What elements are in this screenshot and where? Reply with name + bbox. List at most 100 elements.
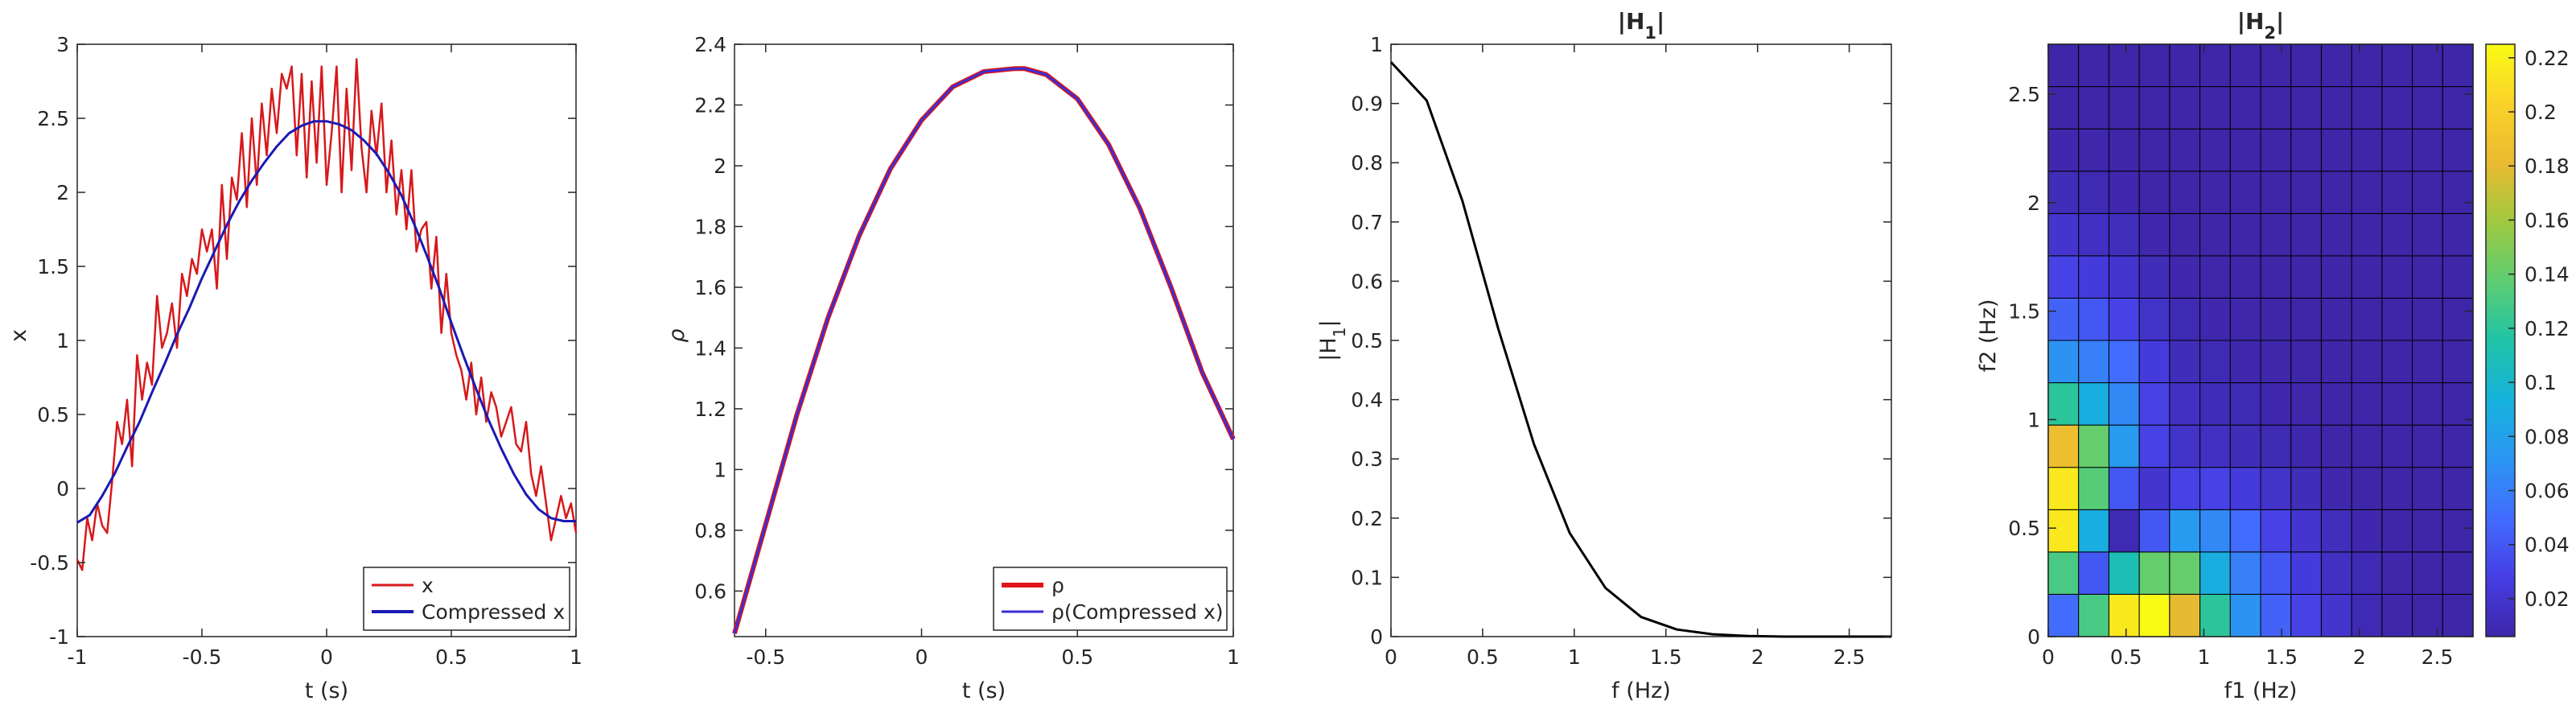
heatmap-cell [2138, 340, 2171, 384]
heatmap-cell [2108, 340, 2140, 384]
heatmap-cell [2290, 171, 2322, 214]
heatmap-cell [2260, 212, 2292, 257]
x-tick-label: 1.5 [1650, 645, 1682, 669]
heatmap-cell [2108, 212, 2140, 257]
heatmap-cell [2138, 593, 2171, 637]
x-tick-label: 2.5 [2422, 645, 2454, 669]
heatmap-cell [2351, 551, 2383, 595]
heatmap-cell [2412, 424, 2443, 468]
heatmap-cell [2108, 43, 2140, 88]
x-tick-label: 1.5 [2265, 645, 2298, 669]
heatmap-cell [2381, 340, 2413, 384]
heatmap-cell [2169, 593, 2201, 637]
heatmap-cell [2138, 297, 2171, 341]
heatmap-cell [2199, 297, 2231, 341]
heatmap-cell [2351, 424, 2383, 468]
heatmap-cell [2381, 467, 2413, 510]
heatmap-cell [2351, 297, 2383, 341]
heatmap-cell [2229, 593, 2261, 637]
heatmap-cell [2381, 212, 2413, 257]
y-tick-label: 0.6 [694, 579, 726, 603]
heatmap-cell [2320, 340, 2352, 384]
heatmap-cell [2442, 128, 2474, 172]
y-tick-label: 0.7 [1351, 211, 1383, 234]
plot-area-3 [1390, 43, 1892, 637]
heatmap-cell [2169, 43, 2201, 88]
heatmap-cell [2442, 43, 2474, 88]
y-tick-label: 0.9 [1351, 93, 1383, 116]
heatmap-cell [2320, 212, 2352, 257]
heatmap-cell [2078, 551, 2109, 595]
y-tick-label: 0.5 [37, 403, 69, 427]
heatmap-cell [2108, 467, 2140, 510]
x-tick-label: 0.5 [1061, 645, 1093, 669]
x-tick-label: 0.5 [435, 645, 467, 669]
heatmap-cell [2351, 593, 2383, 637]
x-tick-label: 1 [1568, 645, 1581, 669]
heatmap-cell [2199, 255, 2231, 299]
series-line-rho-compressed [733, 67, 1235, 634]
heatmap-cell [2047, 340, 2080, 384]
heatmap-cell [2351, 509, 2383, 553]
y-tick-label: 0 [2027, 625, 2040, 649]
legend-box [993, 567, 1228, 631]
heatmap-cell [2351, 86, 2383, 130]
heatmap-cell [2320, 509, 2352, 553]
heatmap-cell [2078, 593, 2109, 637]
heatmap-cell [2078, 171, 2109, 214]
heatmap-cell [2260, 382, 2292, 426]
colorbar-tick-label: 0.14 [2525, 263, 2570, 287]
heatmap-cell [2169, 171, 2201, 214]
x-axis-label: f (Hz) [1611, 678, 1671, 703]
heatmap-cell [2381, 509, 2413, 553]
legend-entry: Compressed x [422, 600, 565, 624]
y-tick-label: 1.5 [37, 255, 69, 278]
heatmap-cell [2260, 424, 2292, 468]
heatmap-cell [2260, 86, 2292, 130]
heatmap-cell [2290, 297, 2322, 341]
heatmap-cell [2320, 43, 2352, 88]
heatmap-cell [2290, 467, 2322, 510]
heatmap-cell [2381, 424, 2413, 468]
heatmap-cell [2351, 43, 2383, 88]
heatmap-cell [2412, 593, 2443, 637]
heatmap-cell [2199, 128, 2231, 172]
heatmap-cell [2290, 509, 2322, 553]
heatmap-cell [2351, 212, 2383, 257]
plot-area-1 [76, 43, 577, 637]
heatmap-cell [2199, 43, 2231, 88]
heatmap-cell [2138, 128, 2171, 172]
y-tick-label: 2 [714, 155, 726, 178]
heatmap-cell [2138, 255, 2171, 299]
x-tick-label: 0.5 [1467, 645, 1499, 669]
heatmap-cell [2078, 467, 2109, 510]
heatmap-cell [2138, 509, 2171, 553]
legend-box [363, 567, 570, 631]
heatmap-cell [2260, 297, 2292, 341]
colorbar-tick-label: 0.12 [2525, 317, 2570, 340]
heatmap-cell [2320, 593, 2352, 637]
y-axis-label: |H1| [1316, 320, 1349, 361]
heatmap-cell [2169, 297, 2201, 341]
heatmap-cell [2442, 382, 2474, 426]
heatmap-cell [2108, 86, 2140, 130]
heatmap-cell [2169, 551, 2201, 595]
x-tick-label: 0 [2042, 645, 2055, 669]
heatmap-cell [2078, 43, 2109, 88]
heatmap-cell [2229, 551, 2261, 595]
y-tick-label: 1 [714, 458, 726, 481]
heatmap-cell [2290, 593, 2322, 637]
heatmap-cell [2169, 509, 2201, 553]
heatmap-cell [2260, 340, 2292, 384]
series-line-compressed-x [76, 120, 576, 524]
heatmap-cell [2229, 255, 2261, 299]
heatmap-cell [2229, 297, 2261, 341]
y-axis-label: ρ [665, 328, 689, 342]
heatmap-cell [2260, 509, 2292, 553]
heatmap-cell [2229, 86, 2261, 130]
heatmap-cell [2108, 593, 2140, 637]
heatmap-cell [2290, 128, 2322, 172]
legend-entry: x [422, 574, 434, 597]
colorbar [2485, 43, 2516, 637]
x-tick-label: 0 [320, 645, 333, 669]
